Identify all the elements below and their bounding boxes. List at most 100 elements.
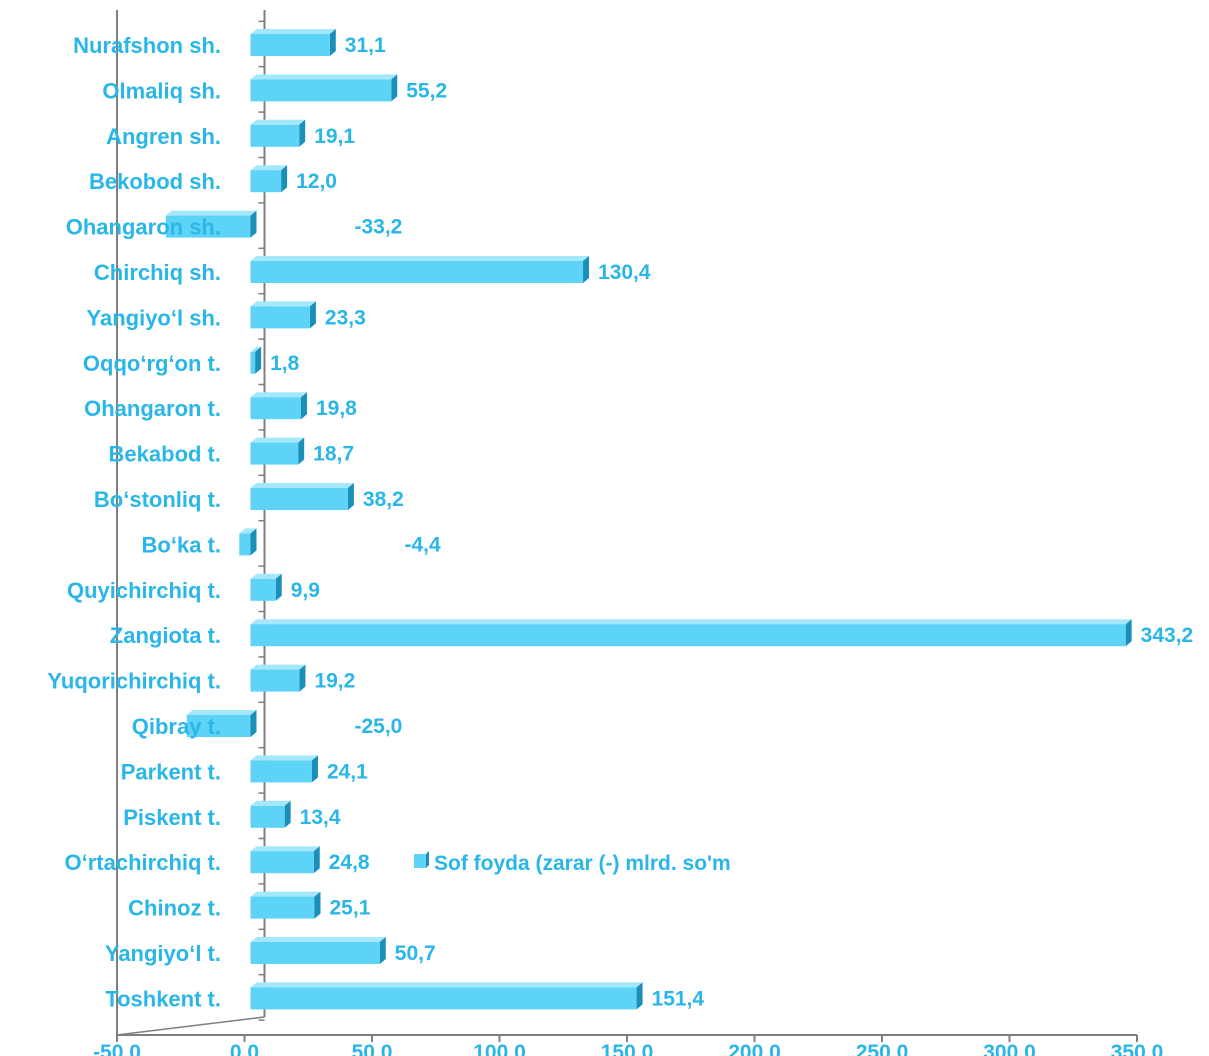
bar-side-face [329, 29, 336, 56]
data-label: 13,4 [300, 806, 341, 829]
bar-top-face [250, 619, 1132, 625]
bar-top-face [165, 210, 257, 216]
bar-top-face [250, 346, 262, 352]
bar [250, 987, 637, 1010]
data-label: 19,8 [316, 397, 357, 420]
category-label: Angren sh. [106, 124, 221, 149]
data-label: -4,4 [405, 533, 442, 556]
data-label: 12,0 [296, 170, 337, 193]
data-label: 31,1 [345, 34, 386, 57]
x-tick-label: -50,0 [93, 1041, 141, 1056]
bar [250, 896, 315, 919]
bar-top-face [250, 664, 306, 670]
bar-top-face [250, 437, 305, 443]
data-label: 19,2 [314, 670, 355, 693]
bar [250, 851, 314, 874]
bar-top-face [250, 891, 321, 897]
bar-top-face [250, 165, 288, 171]
chart-axes [116, 10, 1138, 1042]
data-label: 25,1 [330, 897, 371, 920]
bar-top-face [239, 528, 257, 534]
data-label: 130,4 [598, 261, 651, 284]
category-label: Bo‘ka t. [142, 532, 221, 557]
bar [250, 124, 300, 147]
data-label: 1,8 [270, 352, 300, 375]
bar-top-face [250, 846, 320, 852]
floor-depth-line [116, 1016, 265, 1036]
category-label: Piskent t. [123, 805, 221, 830]
bar-side-face [1125, 619, 1132, 647]
bar-side-face [298, 437, 305, 465]
category-label: Bo‘stonliq t. [94, 487, 221, 512]
category-label: Ohangaron sh. [66, 215, 221, 240]
bar [250, 578, 276, 601]
bar-top-face [250, 483, 354, 488]
bar-top-face [250, 937, 386, 942]
category-label: Qibray t. [132, 714, 221, 739]
bar-side-face [391, 74, 398, 102]
bar-side-face [314, 891, 321, 919]
bar [239, 533, 251, 556]
chart-labels: -50,0 0,0 50,0 100,0 150,0 200,0 250,0 300,0 350… [47, 33, 1193, 1056]
bar [250, 624, 1126, 647]
bar-side-face [583, 256, 590, 283]
chart-legend: Sof foyda (zarar (-) mlrd. so'm [414, 851, 731, 875]
bar-side-face [300, 392, 307, 420]
x-tick-label: 50,0 [352, 1041, 393, 1056]
legend-swatch [414, 854, 426, 868]
bar-side-face [299, 119, 306, 147]
category-label: Ohangaron t. [84, 396, 221, 421]
bar [250, 351, 256, 374]
bar [250, 397, 301, 420]
bar-side-face [250, 210, 257, 238]
bar [165, 215, 251, 238]
category-label: Zangiota t. [110, 623, 221, 648]
x-tick-label: 0,0 [230, 1041, 259, 1056]
data-label: 9,9 [291, 579, 320, 602]
category-label: Chinoz t. [128, 896, 221, 921]
category-label: Yuqorichirchiq t. [47, 669, 221, 694]
bar [250, 669, 300, 692]
bar-top-face [250, 301, 316, 307]
bar [250, 488, 348, 510]
bar-side-face [299, 664, 306, 692]
bar-side-face [636, 982, 643, 1010]
bar [250, 261, 584, 283]
bar-top-face [250, 119, 306, 125]
bar-top-face [250, 74, 398, 80]
bar [250, 34, 330, 56]
category-label: Olmaliq sh. [102, 78, 221, 103]
bar-top-face [250, 29, 336, 34]
category-label: Yangiyo‘l sh. [87, 305, 221, 330]
bar-side-face [311, 755, 318, 783]
bar-side-face [309, 301, 316, 329]
bar-top-face [250, 755, 318, 761]
category-label: Toshkent t. [105, 986, 221, 1011]
bar [186, 715, 251, 737]
bar-top-face [186, 710, 257, 715]
category-label: Nurafshon sh. [73, 33, 221, 58]
x-tick-label: 150,0 [601, 1041, 654, 1056]
bar-side-face [275, 573, 282, 601]
data-label: 18,7 [313, 443, 354, 466]
bar [250, 79, 392, 102]
data-label: 38,2 [363, 488, 404, 511]
bar-side-face [250, 528, 257, 556]
data-label: 23,3 [325, 306, 366, 329]
data-label: 50,7 [395, 942, 436, 965]
bar-side-face [250, 710, 257, 737]
category-label: Yangiyo‘l t. [105, 941, 221, 966]
bar-top-face [250, 800, 291, 806]
x-tick-label: 100,0 [473, 1041, 526, 1056]
category-label: Parkent t. [121, 759, 221, 784]
data-label: 343,2 [1141, 624, 1194, 647]
bar-side-face [313, 846, 320, 874]
legend-entry: Sof foyda (zarar (-) mlrd. so'm [434, 852, 731, 875]
legend-swatch-side [426, 851, 429, 868]
bar [250, 805, 285, 828]
bar [250, 306, 310, 329]
bar [250, 442, 299, 465]
category-label: Bekabod t. [109, 442, 221, 467]
x-tick-label: 250,0 [856, 1041, 909, 1056]
